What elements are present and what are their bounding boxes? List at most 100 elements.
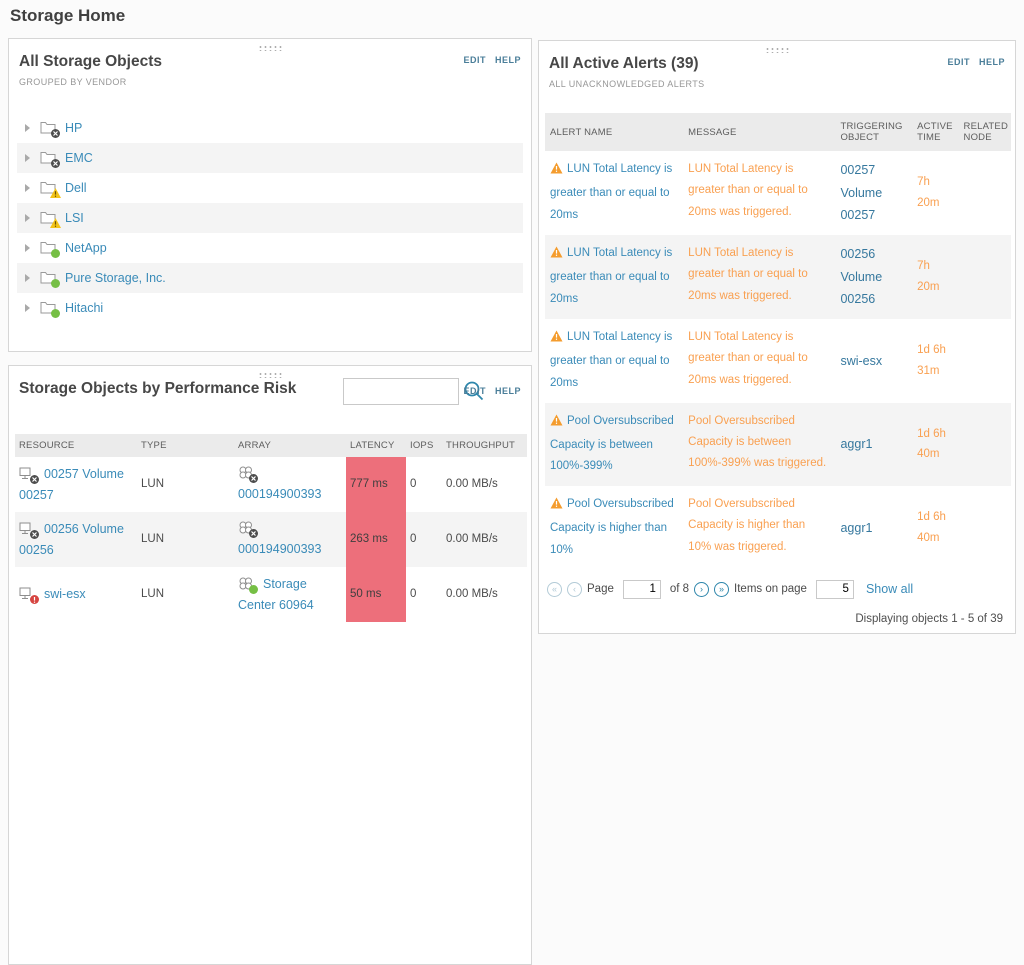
vendor-link[interactable]: NetApp (65, 241, 107, 255)
expand-arrow-icon[interactable] (25, 184, 30, 192)
alert-name-link[interactable]: Pool Oversubscribed Capacity is higher t… (550, 498, 674, 556)
table-header-row: RESOURCE TYPE ARRAY LATENCY IOPS THROUGH… (15, 434, 527, 457)
drag-handle-icon[interactable] (257, 371, 283, 378)
first-page-button[interactable]: « (547, 581, 562, 597)
edit-link[interactable]: EDIT (463, 386, 486, 396)
triggering-object-link[interactable]: aggr1 (840, 437, 873, 452)
vendor-row-hp[interactable]: HP (17, 113, 523, 143)
type-cell: LUN (141, 478, 165, 491)
type-cell: LUN (137, 512, 234, 567)
panel-title: All Storage Objects (19, 53, 162, 70)
triggering-object-link[interactable]: 00256 Volume 00256 (840, 247, 883, 307)
column-header-alert-name[interactable]: ALERT NAME (545, 113, 684, 151)
array-link[interactable]: Storage Center 60964 (238, 577, 314, 612)
expand-arrow-icon[interactable] (25, 154, 30, 162)
resource-link[interactable]: 00257 Volume 00257 (19, 467, 124, 502)
array-link[interactable]: 000194900393 (238, 486, 322, 501)
expand-arrow-icon[interactable] (25, 244, 30, 252)
active-time-cell: 1d 6h 31m (917, 344, 946, 377)
vendor-link[interactable]: Pure Storage, Inc. (65, 271, 166, 285)
related-node-cell (959, 319, 1011, 403)
search-icon[interactable] (463, 380, 485, 407)
help-link[interactable]: HELP (978, 57, 1005, 67)
expand-arrow-icon[interactable] (25, 124, 30, 132)
latency-cell: 777 ms (346, 457, 406, 512)
last-page-button[interactable]: » (714, 581, 730, 597)
panel-active-alerts: All Active Alerts (39) ALL UNACKNOWLEDGE… (538, 40, 1016, 634)
triggering-object-link[interactable]: swi-esx (840, 353, 883, 368)
warning-triangle-icon (550, 245, 563, 267)
latency-cell: 50 ms (346, 567, 406, 622)
triggering-object-cell: aggr1 (835, 486, 912, 570)
vendor-link[interactable]: Dell (65, 181, 87, 195)
active-time-cell: 7h 20m (917, 176, 940, 210)
search-input[interactable] (343, 378, 459, 405)
triggering-object-link[interactable]: 00257 Volume 00257 (840, 163, 883, 223)
alert-name-link[interactable]: LUN Total Latency is greater than or equ… (550, 247, 673, 305)
paging-summary: Displaying objects 1 - 5 of 39 (855, 612, 1003, 625)
column-header-related-node[interactable]: RELATED NODE (958, 113, 1011, 151)
edit-link[interactable]: EDIT (463, 55, 486, 65)
help-link[interactable]: HELP (494, 386, 521, 396)
panel-header: All Storage Objects GROUPED BY VENDOR ED… (9, 39, 531, 95)
column-header-triggering-object[interactable]: TRIGGERING OBJECT (835, 113, 913, 151)
drag-handle-icon[interactable] (764, 46, 790, 53)
edit-link[interactable]: EDIT (947, 57, 970, 67)
array-link[interactable]: 000194900393 (238, 541, 322, 556)
page-number-input[interactable] (622, 579, 661, 599)
alert-message-cell: LUN Total Latency is greater than or equ… (688, 163, 808, 218)
drag-handle-icon[interactable] (257, 44, 283, 51)
items-on-page-label: Items on page (734, 583, 807, 596)
vendor-row-emc[interactable]: EMC (17, 143, 523, 173)
vendor-row-hitachi[interactable]: Hitachi (17, 293, 523, 323)
warning-triangle-icon (550, 329, 563, 351)
expand-arrow-icon[interactable] (25, 214, 30, 222)
triggering-object-link[interactable]: aggr1 (840, 520, 873, 535)
help-link[interactable]: HELP (494, 55, 521, 65)
array-down-icon (238, 521, 258, 539)
column-header-array[interactable]: ARRAY (234, 434, 346, 457)
table-header-row: ALERT NAME MESSAGE TRIGGERING OBJECT ACT… (545, 113, 1011, 151)
alert-message-cell: Pool Oversubscribed Capacity is higher t… (688, 498, 806, 553)
vendor-row-dell[interactable]: Dell (17, 173, 523, 203)
vendor-link[interactable]: HP (65, 121, 83, 135)
alert-name-link[interactable]: Pool Oversubscribed Capacity is between … (550, 414, 674, 473)
vendor-link[interactable]: Hitachi (65, 301, 104, 315)
vendor-row-netapp[interactable]: NetApp (17, 233, 523, 263)
vendor-row-lsi[interactable]: LSI (17, 203, 523, 233)
resource-link[interactable]: swi-esx (44, 587, 86, 602)
show-all-link[interactable]: Show all (865, 582, 914, 597)
resource-cell: swi-esx (15, 567, 137, 622)
column-header-type[interactable]: TYPE (137, 434, 234, 457)
column-header-throughput[interactable]: THROUGHPUT (442, 434, 527, 457)
items-per-page-input[interactable] (815, 579, 854, 599)
column-header-message[interactable]: MESSAGE (683, 113, 836, 151)
page-label: Page (587, 583, 614, 596)
previous-page-button[interactable]: ‹ (567, 581, 582, 597)
folder-up-icon (40, 301, 60, 318)
column-header-resource[interactable]: RESOURCE (15, 434, 137, 457)
column-header-active-time[interactable]: ACTIVE TIME (912, 113, 959, 151)
column-header-iops[interactable]: IOPS (406, 434, 442, 457)
array-cell: Storage Center 60964 (234, 567, 346, 622)
next-page-button[interactable]: › (694, 581, 710, 597)
expand-arrow-icon[interactable] (25, 304, 30, 312)
alert-row: Pool Oversubscribed Capacity is higher t… (545, 486, 1011, 570)
throughput-cell: 0.00 MB/s (442, 512, 527, 567)
resource-link[interactable]: 00256 Volume 00256 (19, 522, 124, 557)
vendor-row-pure-storage[interactable]: Pure Storage, Inc. (17, 263, 523, 293)
triggering-object-cell: aggr1 (835, 402, 913, 487)
vendor-link[interactable]: EMC (65, 151, 93, 165)
alert-name-link[interactable]: LUN Total Latency is greater than or equ… (550, 331, 673, 389)
vendor-link[interactable]: LSI (65, 211, 84, 225)
alert-row: LUN Total Latency is greater than or equ… (545, 151, 1011, 235)
warning-triangle-icon (550, 161, 563, 183)
page-count-label: of 8 (669, 583, 690, 596)
column-header-latency[interactable]: LATENCY (346, 434, 406, 457)
panel-title: Storage Objects by Performance Risk (19, 380, 297, 397)
alert-name-link[interactable]: LUN Total Latency is greater than or equ… (550, 163, 673, 221)
panel-header: All Active Alerts (39) ALL UNACKNOWLEDGE… (539, 41, 1015, 97)
alert-name-cell: Pool Oversubscribed Capacity is between … (545, 402, 684, 487)
expand-arrow-icon[interactable] (25, 274, 30, 282)
active-time-cell: 1d 6h 40m (912, 402, 959, 487)
